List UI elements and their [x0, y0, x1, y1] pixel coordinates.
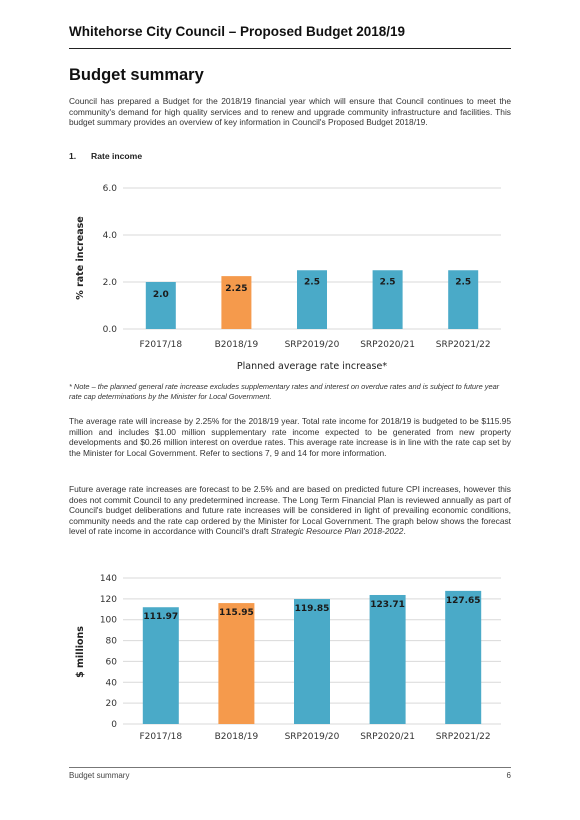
footer-divider	[69, 767, 511, 768]
footer-section-name: Budget summary	[69, 771, 130, 780]
x-tick-label: SRP2019/20	[285, 340, 340, 350]
x-tick-label: B2018/19	[215, 340, 259, 350]
bar-F2017/18	[142, 607, 179, 724]
bar-F2017/18	[145, 282, 176, 329]
bar-SRP2019/20	[297, 270, 327, 329]
data-label: 127.65	[446, 596, 481, 606]
x-tick-label: F2017/18	[140, 732, 183, 742]
bar-B2018/19	[221, 276, 252, 329]
data-label: 111.97	[143, 612, 178, 622]
document-header-title: Whitehorse City Council – Proposed Budge…	[69, 24, 406, 39]
x-tick-label: SRP2020/21	[360, 732, 415, 742]
rate-paragraph-2: Future average rate increases are foreca…	[69, 484, 511, 537]
data-label: 115.95	[219, 608, 254, 618]
y-tick-label: 0.0	[103, 325, 118, 335]
subsection-title: Rate income	[91, 151, 143, 161]
header-divider	[69, 48, 511, 49]
section-title: Budget summary	[69, 66, 204, 84]
y-tick-label: 6.0	[103, 184, 118, 194]
bar-B2018/19	[218, 603, 255, 724]
x-tick-label: B2018/19	[215, 732, 259, 742]
y-tick-label: 120	[100, 595, 117, 605]
y-tick-label: 60	[106, 657, 118, 667]
bar-SRP2021/22	[448, 270, 479, 329]
data-label: 2.0	[153, 290, 169, 300]
bar-SRP2021/22	[445, 590, 482, 724]
x-tick-label: SRP2021/22	[436, 732, 491, 742]
data-label: 2.25	[225, 284, 247, 294]
x-tick-label: F2017/18	[140, 340, 183, 350]
rate-paragraph-2-end: .	[403, 526, 406, 537]
bar-SRP2020/21	[372, 270, 403, 329]
x-tick-label: SRP2019/20	[285, 732, 340, 742]
y-tick-label: 4.0	[103, 231, 118, 241]
y-tick-label: 2.0	[103, 278, 118, 288]
rate-paragraph-1: The average rate will increase by 2.25% …	[69, 416, 511, 458]
chart-footnote: * Note – the planned general rate increa…	[69, 382, 500, 401]
y-tick-label: 100	[100, 616, 117, 626]
y-tick-label: 40	[106, 678, 118, 688]
y-tick-label: 20	[106, 699, 118, 709]
data-label: 2.5	[304, 277, 320, 287]
subsection-heading: 1. Rate income	[69, 151, 142, 161]
x-axis-title: Planned average rate increase*	[237, 361, 387, 372]
y-axis-title: $ millions	[75, 626, 86, 678]
strategic-plan-reference: Strategic Resource Plan 2018-2022	[270, 526, 404, 537]
data-label: 123.71	[370, 600, 405, 610]
data-label: 2.5	[455, 277, 471, 287]
y-axis-title: % rate increase	[75, 216, 86, 300]
y-tick-label: 0	[111, 720, 117, 730]
page-number: 6	[506, 771, 511, 780]
rate-increase-chart: 0.0 2.0 4.0 6.0 2.0 F2017/18 2.25 B2018/19 2.5 SR…	[75, 184, 501, 372]
y-tick-label: 80	[106, 637, 118, 647]
data-label: 119.85	[295, 604, 330, 614]
intro-paragraph: Council has prepared a Budget for the 20…	[69, 96, 511, 128]
bar-SRP2019/20	[294, 599, 330, 724]
data-label: 2.5	[380, 277, 396, 287]
subsection-number: 1.	[69, 151, 77, 161]
x-tick-label: SRP2020/21	[360, 340, 415, 350]
rate-paragraph-2-text: Future average rate increases are foreca…	[69, 484, 511, 537]
y-tick-label: 140	[100, 574, 117, 584]
x-tick-label: SRP2021/22	[436, 340, 491, 350]
bar-SRP2020/21	[369, 594, 406, 724]
rate-income-chart: 0 20 40 60 80 100 120 140 111.97 F2017/18 115.95 B2…	[75, 574, 501, 742]
